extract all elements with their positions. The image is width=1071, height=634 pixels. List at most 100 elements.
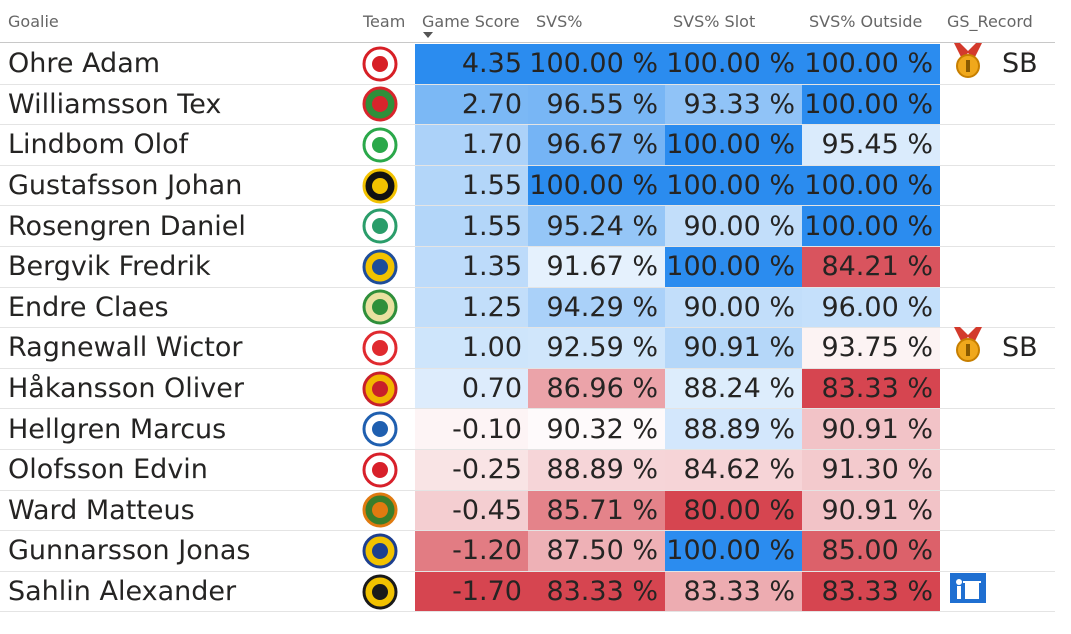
svs-cell: 90.32 % xyxy=(528,409,665,449)
gs-record-cell xyxy=(948,409,1055,449)
svs-outside-cell: 95.45 % xyxy=(802,125,940,165)
column-header-svs[interactable]: SVS% xyxy=(536,12,583,31)
game-score-cell: 1.55 xyxy=(415,206,528,246)
gs-record-cell xyxy=(948,572,1055,612)
column-header-svs-outside[interactable]: SVS% Outside xyxy=(809,12,923,31)
gs-record-cell: SB xyxy=(948,43,1055,84)
hv71-logo-icon xyxy=(360,531,400,571)
goalie-name: Olofsson Edvin xyxy=(8,454,208,486)
record-label: SB xyxy=(1002,48,1038,80)
svs-slot-cell: 84.62 % xyxy=(665,449,802,490)
table-row[interactable]: Gustafsson Johan 1.55 100.00 % 100.00 % 100.… xyxy=(0,165,1055,207)
svs-cell: 91.67 % xyxy=(528,246,665,287)
svs-outside-cell: 90.91 % xyxy=(802,490,940,531)
table-row[interactable]: Lindbom Olof 1.70 96.67 % 100.00 % 95.45 % xyxy=(0,125,1055,166)
gs-record-cell xyxy=(948,85,1055,125)
gs-record-cell xyxy=(948,125,1055,165)
sort-descending-icon[interactable] xyxy=(423,32,433,38)
blue-white-shield-icon xyxy=(360,409,400,449)
svs-slot-cell: 88.24 % xyxy=(665,368,802,409)
svs-slot-cell: 100.00 % xyxy=(665,531,802,571)
table-row[interactable]: Hellgren Marcus -0.10 90.32 % 88.89 % 90.91 … xyxy=(0,409,1055,450)
goalie-name: Lindbom Olof xyxy=(8,129,189,161)
gs-record-cell: SB xyxy=(948,327,1055,368)
svs-slot-cell: 93.33 % xyxy=(665,84,802,125)
svs-outside-cell: 93.75 % xyxy=(802,328,940,368)
table-row[interactable]: Håkansson Oliver 0.70 86.96 % 88.24 % 83.33 … xyxy=(0,368,1055,410)
table-body: Ohre Adam 4.35 100.00 % 100.00 % 100.00 % SB W… xyxy=(0,43,1055,613)
svs-slot-cell: 90.00 % xyxy=(665,287,802,328)
game-score-cell: -1.70 xyxy=(415,571,528,612)
column-header-game-score[interactable]: Game Score xyxy=(422,12,520,31)
table-row[interactable]: Rosengren Daniel 1.55 95.24 % 90.00 % 100.00… xyxy=(0,206,1055,247)
svs-cell: 96.67 % xyxy=(528,125,665,165)
svs-slot-cell: 100.00 % xyxy=(665,246,802,287)
svs-cell: 86.96 % xyxy=(528,368,665,409)
svs-slot-cell: 80.00 % xyxy=(665,490,802,531)
svs-slot-cell: 88.89 % xyxy=(665,409,802,449)
record-label: SB xyxy=(1002,332,1038,364)
table-row[interactable]: Endre Claes 1.25 94.29 % 90.00 % 96.00 % xyxy=(0,287,1055,329)
game-score-cell: 4.35 xyxy=(415,44,528,84)
red-white-v-crest-icon xyxy=(360,450,400,490)
svs-slot-cell: 90.00 % xyxy=(665,206,802,246)
column-header-team[interactable]: Team xyxy=(363,12,406,31)
game-score-cell: -1.20 xyxy=(415,531,528,571)
game-score-cell: -0.10 xyxy=(415,409,528,449)
goalie-name: Williamsson Tex xyxy=(8,88,222,120)
goalie-name: Hellgren Marcus xyxy=(8,413,227,445)
svs-cell: 88.89 % xyxy=(528,449,665,490)
svs-outside-cell: 100.00 % xyxy=(802,165,940,206)
column-header-svs-slot[interactable]: SVS% Slot xyxy=(673,12,756,31)
table-row[interactable]: Olofsson Edvin -0.25 88.89 % 84.62 % 91.30 % xyxy=(0,449,1055,491)
gs-record-cell xyxy=(948,288,1055,328)
game-score-cell: -0.25 xyxy=(415,449,528,490)
svs-slot-cell: 83.33 % xyxy=(665,571,802,612)
gs-record-cell xyxy=(948,247,1055,287)
table-row[interactable]: Bergvik Fredrik 1.35 91.67 % 100.00 % 84.21 … xyxy=(0,246,1055,288)
game-score-cell: 1.70 xyxy=(415,125,528,165)
green-tower-crest-icon xyxy=(360,206,400,246)
gs-record-cell xyxy=(948,491,1055,531)
gs-record-cell xyxy=(948,206,1055,246)
gs-record-cell xyxy=(948,531,1055,571)
blue-yellow-shield-icon xyxy=(360,247,400,287)
table-row[interactable]: Sahlin Alexander -1.70 83.33 % 83.33 % 83.33… xyxy=(0,571,1055,613)
svs-cell: 100.00 % xyxy=(528,44,665,84)
red-horse-crest-icon xyxy=(360,44,400,84)
table-header: Goalie Team Game Score SVS% SVS% Slot SV… xyxy=(0,0,1055,43)
goalie-name: Ohre Adam xyxy=(8,48,161,80)
green-circle-crest-icon xyxy=(360,125,400,165)
goalie-name: Rosengren Daniel xyxy=(8,210,246,242)
table-row[interactable]: Williamsson Tex 2.70 96.55 % 93.33 % 100.00 … xyxy=(0,84,1055,126)
svs-slot-cell: 100.00 % xyxy=(665,125,802,165)
game-score-cell: 1.35 xyxy=(415,246,528,287)
svs-outside-cell: 84.21 % xyxy=(802,246,940,287)
table-row[interactable]: Ohre Adam 4.35 100.00 % 100.00 % 100.00 % SB xyxy=(0,43,1055,85)
svs-slot-cell: 100.00 % xyxy=(665,44,802,84)
green-round-crest-icon xyxy=(360,288,400,328)
aik-crest-icon xyxy=(360,572,400,612)
game-score-cell: 1.55 xyxy=(415,165,528,206)
red-yellow-round-crest-icon xyxy=(360,369,400,409)
goalie-name: Gunnarsson Jonas xyxy=(8,535,251,567)
orange-tiger-crest-icon xyxy=(360,491,400,531)
table-row[interactable]: Ragnewall Wictor 1.00 92.59 % 90.91 % 93.75 … xyxy=(0,327,1055,369)
gs-record-cell xyxy=(948,166,1055,206)
svs-outside-cell: 90.91 % xyxy=(802,409,940,449)
goalie-name: Bergvik Fredrik xyxy=(8,251,211,283)
table-row[interactable]: Gunnarsson Jonas -1.20 87.50 % 100.00 % 85.0… xyxy=(0,531,1055,572)
red-white-circle-crest-icon xyxy=(360,328,400,368)
column-header-goalie[interactable]: Goalie xyxy=(8,12,59,31)
game-score-cell: -0.45 xyxy=(415,490,528,531)
game-score-cell: 2.70 xyxy=(415,84,528,125)
svs-outside-cell: 100.00 % xyxy=(802,206,940,246)
svs-outside-cell: 91.30 % xyxy=(802,449,940,490)
goalie-name: Ward Matteus xyxy=(8,494,195,526)
goalie-name: Håkansson Oliver xyxy=(8,373,244,405)
table-row[interactable]: Ward Matteus -0.45 85.71 % 80.00 % 90.91 % xyxy=(0,490,1055,532)
trash-bin-icon xyxy=(948,571,988,612)
goalie-name: Endre Claes xyxy=(8,291,169,323)
goalie-name: Gustafsson Johan xyxy=(8,170,243,202)
column-header-gs-record[interactable]: GS_Record xyxy=(947,12,1033,31)
